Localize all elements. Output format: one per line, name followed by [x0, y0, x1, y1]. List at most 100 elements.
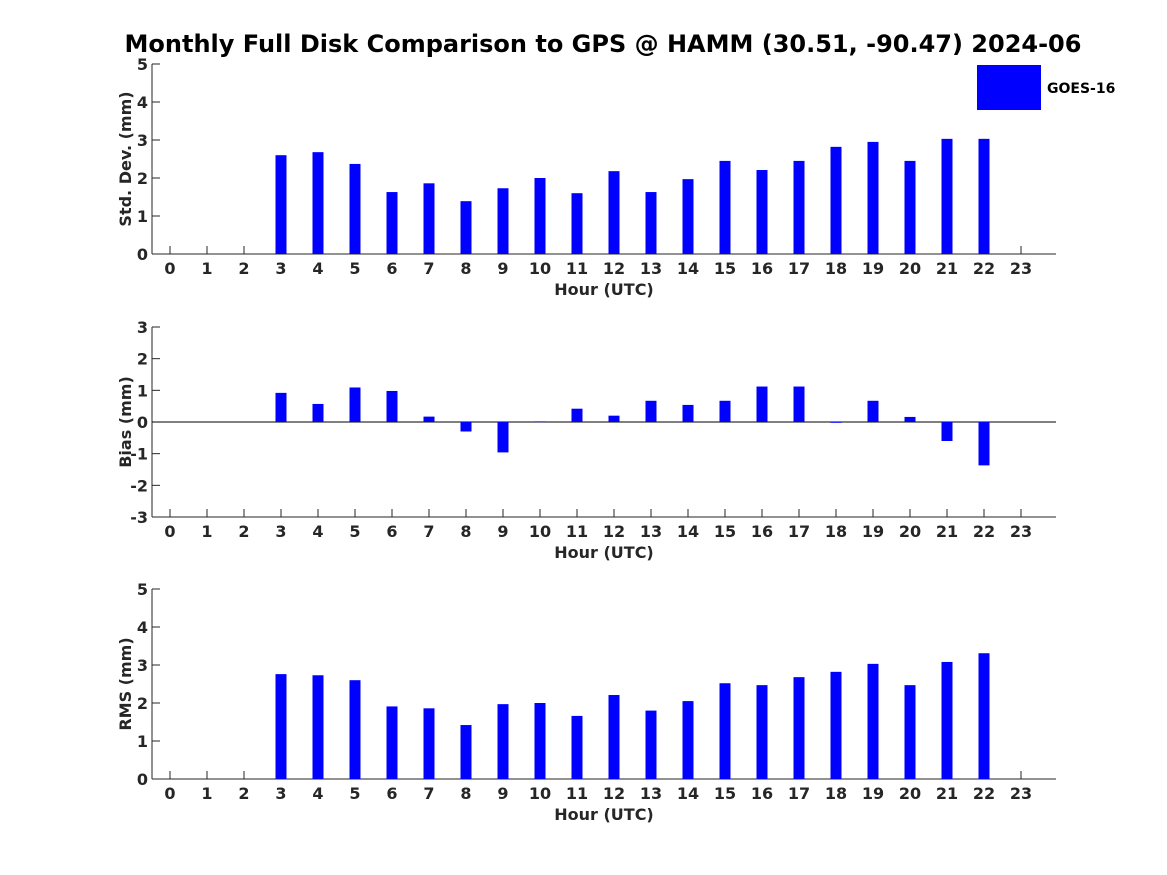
x-tick-label: 10: [529, 784, 551, 803]
x-axis-label: Hour (UTC): [554, 805, 654, 824]
y-tick-label: 2: [137, 694, 148, 713]
x-tick-label: 3: [275, 522, 286, 541]
y-axis-label: RMS (mm): [116, 637, 135, 730]
chart-title: Monthly Full Disk Comparison to GPS @ HA…: [125, 30, 1082, 58]
bar-bias-hour-22: [978, 422, 990, 466]
bar-stddev-hour-22: [978, 138, 990, 254]
bar-stddev-hour-11: [571, 193, 583, 254]
bar-stddev-hour-16: [756, 170, 768, 254]
bar-bias-hour-9: [497, 422, 509, 453]
x-tick-label: 1: [201, 522, 212, 541]
bar-bias-hour-20: [904, 416, 916, 422]
x-tick-label: 18: [825, 522, 847, 541]
bar-bias-hour-19: [867, 400, 879, 422]
y-tick-label: 1: [137, 381, 148, 400]
x-tick-label: 20: [899, 522, 921, 541]
x-tick-label: 7: [423, 522, 434, 541]
bar-stddev-hour-3: [275, 155, 287, 254]
bar-rms-hour-21: [941, 661, 953, 779]
x-tick-label: 8: [460, 784, 471, 803]
x-tick-label: 20: [899, 259, 921, 278]
legend: GOES-16: [977, 65, 1115, 110]
x-tick-label: 0: [164, 522, 175, 541]
y-tick-label: 0: [137, 413, 148, 432]
bar-rms-hour-8: [460, 725, 472, 779]
x-tick-label: 7: [423, 259, 434, 278]
x-tick-label: 12: [603, 259, 625, 278]
bar-stddev-hour-14: [682, 179, 694, 254]
bar-rms-hour-4: [312, 675, 324, 779]
x-tick-label: 9: [497, 784, 508, 803]
x-tick-label: 15: [714, 784, 736, 803]
x-tick-label: 17: [788, 259, 810, 278]
bar-stddev-hour-19: [867, 141, 879, 254]
x-tick-label: 6: [386, 522, 397, 541]
bar-bias-hour-3: [275, 392, 287, 422]
x-tick-label: 4: [312, 259, 323, 278]
bar-bias-hour-4: [312, 403, 324, 422]
bar-stddev-hour-20: [904, 160, 916, 254]
bar-bias-hour-21: [941, 422, 953, 441]
bar-bias-hour-17: [793, 386, 805, 422]
bar-bias-hour-13: [645, 400, 657, 422]
x-tick-label: 16: [751, 784, 773, 803]
bar-stddev-hour-9: [497, 188, 509, 254]
bar-rms-hour-10: [534, 703, 546, 779]
x-tick-label: 9: [497, 259, 508, 278]
y-axis-label: Bias (mm): [116, 376, 135, 468]
y-tick-label: -1: [130, 445, 148, 464]
x-tick-label: 5: [349, 784, 360, 803]
x-tick-label: 22: [973, 259, 995, 278]
bar-bias-hour-10: [534, 421, 546, 423]
y-tick-label: 1: [137, 732, 148, 751]
bar-stddev-hour-8: [460, 201, 472, 254]
bar-rms-hour-6: [386, 706, 398, 779]
bar-stddev-hour-18: [830, 146, 842, 254]
x-tick-label: 23: [1010, 522, 1032, 541]
bar-stddev-hour-15: [719, 160, 731, 254]
bar-bias-hour-18: [830, 422, 842, 423]
bar-stddev-hour-7: [423, 183, 435, 254]
x-tick-label: 14: [677, 784, 699, 803]
bar-rms-hour-16: [756, 685, 768, 779]
bar-rms-hour-12: [608, 695, 620, 779]
x-tick-label: 20: [899, 784, 921, 803]
x-tick-label: 4: [312, 522, 323, 541]
y-tick-label: -3: [130, 508, 148, 527]
y-tick-label: 0: [137, 770, 148, 789]
bar-rms-hour-9: [497, 704, 509, 779]
x-tick-label: 14: [677, 522, 699, 541]
x-axis-label: Hour (UTC): [554, 543, 654, 562]
x-tick-label: 5: [349, 259, 360, 278]
bar-bias-hour-12: [608, 415, 620, 422]
x-tick-label: 11: [566, 522, 588, 541]
x-tick-label: 2: [238, 259, 249, 278]
x-tick-label: 18: [825, 259, 847, 278]
x-tick-label: 2: [238, 522, 249, 541]
legend-label: GOES-16: [1047, 81, 1115, 97]
x-tick-label: 10: [529, 522, 551, 541]
y-axis-label: Std. Dev. (mm): [116, 91, 135, 226]
x-tick-label: 23: [1010, 784, 1032, 803]
bar-stddev-hour-4: [312, 152, 324, 254]
x-tick-label: 22: [973, 522, 995, 541]
x-tick-label: 2: [238, 784, 249, 803]
x-tick-label: 23: [1010, 259, 1032, 278]
x-tick-label: 12: [603, 522, 625, 541]
bar-stddev-hour-21: [941, 138, 953, 254]
bar-rms-hour-22: [978, 653, 990, 779]
x-tick-label: 5: [349, 522, 360, 541]
x-tick-label: 17: [788, 522, 810, 541]
bar-rms-hour-11: [571, 715, 583, 779]
bar-bias-hour-7: [423, 416, 435, 422]
bar-rms-hour-17: [793, 677, 805, 779]
bar-rms-hour-5: [349, 680, 361, 779]
bar-rms-hour-7: [423, 708, 435, 779]
x-tick-label: 18: [825, 784, 847, 803]
bar-rms-hour-18: [830, 671, 842, 779]
x-tick-label: 1: [201, 259, 212, 278]
bar-rms-hour-3: [275, 674, 287, 779]
x-tick-label: 14: [677, 259, 699, 278]
